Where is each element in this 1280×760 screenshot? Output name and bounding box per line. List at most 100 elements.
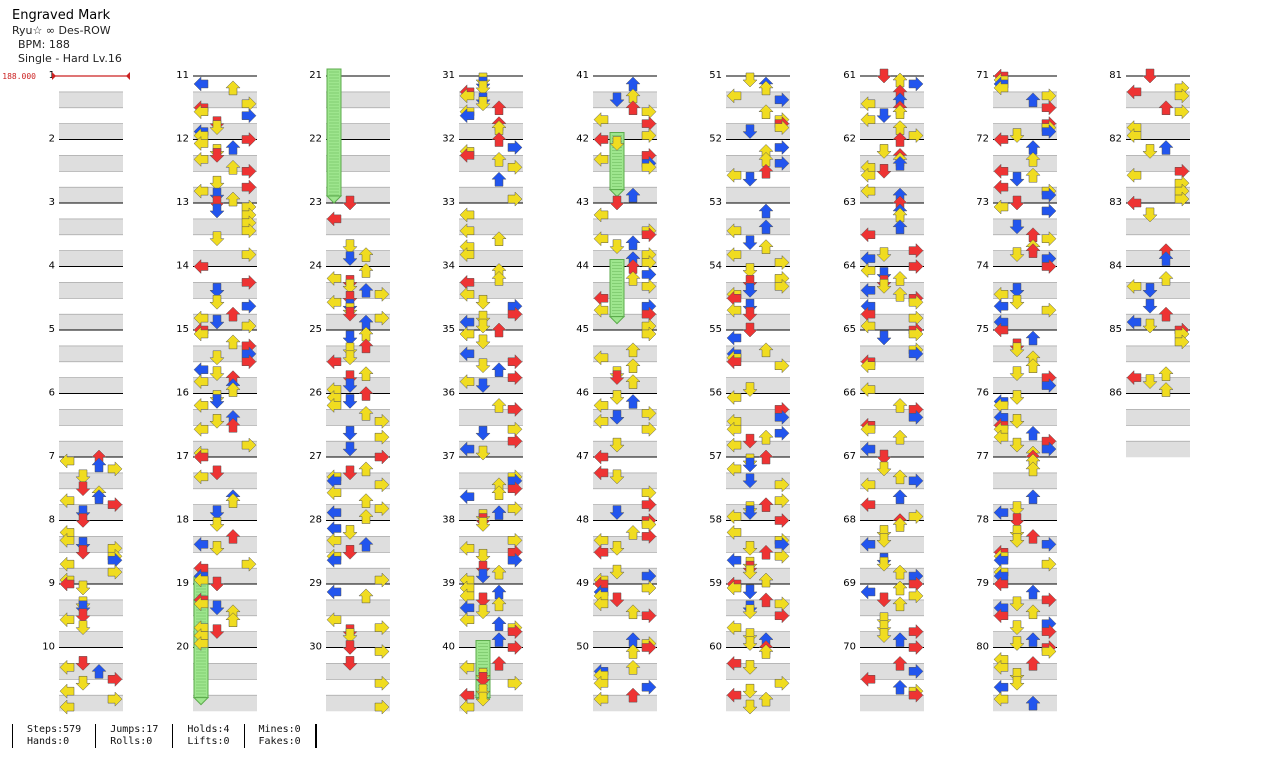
arrow-left-icon (860, 441, 876, 457)
arrow-right-icon (908, 687, 924, 703)
beat-band (193, 631, 257, 648)
arrow-up-icon (491, 271, 507, 286)
beat-band (993, 282, 1057, 299)
arrow-up-icon (625, 271, 641, 286)
arrow-left-icon (726, 655, 742, 671)
arrow-down-icon (342, 656, 358, 671)
arrow-left-icon (726, 620, 742, 636)
arrow-up-icon (758, 80, 774, 96)
beat-band (326, 219, 390, 235)
measure-32: 32 (442, 134, 523, 204)
arrow-down-icon (609, 195, 625, 211)
arrow-up-icon (1025, 151, 1041, 167)
measure-number: 21 (309, 70, 322, 81)
arrow-right-icon (1041, 231, 1057, 247)
arrow-left-icon (593, 302, 609, 318)
stats-group-mines: Mines:0 Fakes:0 (243, 724, 315, 748)
arrow-up-icon (358, 247, 374, 262)
measure-66: 66 (843, 388, 924, 458)
beat-band (326, 631, 390, 648)
arrow-down-icon (742, 564, 758, 580)
arrow-right-icon (1041, 624, 1057, 640)
beat-band (593, 250, 657, 267)
arrow-left-icon (459, 699, 475, 715)
beat-band (193, 346, 257, 362)
beat-band (993, 473, 1057, 489)
arrow-left-icon (860, 183, 876, 199)
beat-band (193, 92, 257, 108)
arrow-left-icon (726, 223, 742, 239)
arrow-down-icon (342, 628, 358, 643)
beat-band (726, 377, 790, 394)
measure-43: 43 (576, 197, 657, 267)
hold-tail (608, 189, 626, 198)
measure-85: 85 (1109, 324, 1190, 394)
arrow-up-icon (225, 529, 241, 544)
beat-band (193, 187, 257, 204)
measure-number: 55 (709, 324, 722, 335)
measure-1: 1 (49, 70, 123, 140)
arrow-right-icon (507, 401, 523, 417)
song-header: Engraved Mark Ryu☆ ∞ Des-ROW BPM: 188 Si… (12, 8, 122, 66)
arrow-up-icon (1158, 382, 1174, 397)
beat-band (860, 568, 924, 585)
arrow-up-icon (892, 286, 908, 302)
arrow-down-icon (342, 378, 358, 393)
arrow-right-icon (908, 326, 924, 342)
beat-band (726, 187, 790, 204)
arrow-left-icon (59, 576, 75, 592)
arrow-right-icon (774, 155, 790, 171)
beat-band (993, 314, 1057, 331)
measure-number: 45 (576, 324, 589, 335)
measure-36: 36 (442, 388, 523, 458)
arrow-right-icon (507, 639, 523, 656)
arrow-up-icon (1025, 243, 1041, 258)
beat-band (459, 123, 523, 140)
arrow-left-icon (193, 536, 209, 552)
arrow-right-icon (1041, 203, 1057, 219)
measure-20: 20 (176, 642, 257, 712)
arrow-right-icon (1174, 334, 1190, 350)
arrow-left-icon (1126, 370, 1142, 386)
measure-number: 80 (976, 642, 989, 653)
arrow-right-icon (774, 254, 790, 271)
arrow-right-icon (1041, 441, 1057, 457)
arrow-right-icon (641, 679, 657, 695)
beat-band (326, 663, 390, 680)
measure-number: 23 (309, 197, 322, 208)
arrow-right-icon (507, 191, 523, 207)
arrow-down-icon (609, 437, 625, 453)
arrow-up-icon (491, 398, 507, 413)
arrow-down-icon (609, 505, 625, 520)
beat-band (193, 504, 257, 521)
arrow-left-icon (59, 453, 75, 469)
beat-band (593, 409, 657, 426)
arrow-up-icon (758, 239, 774, 254)
arrow-down-icon (475, 294, 491, 310)
arrow-left-icon (59, 493, 75, 509)
beat-band (459, 377, 523, 394)
measure-number: 65 (843, 324, 856, 335)
arrow-right-icon (507, 481, 523, 497)
beat-band (593, 473, 657, 489)
beat-band (860, 695, 924, 712)
arrow-down-icon (1009, 533, 1025, 548)
measure-number: 52 (709, 134, 722, 145)
measure-number: 72 (976, 134, 989, 145)
arrow-up-icon (625, 394, 641, 409)
beat-band (993, 631, 1057, 648)
arrow-up-icon (758, 219, 774, 235)
beat-band (326, 600, 390, 616)
arrow-up-icon (892, 469, 908, 485)
arrow-up-icon (1025, 461, 1041, 477)
hold-4 (608, 259, 626, 325)
arrow-up-icon (358, 282, 374, 298)
arrow-right-icon (908, 409, 924, 425)
measure-61: 61 (843, 70, 924, 140)
beat-band (459, 346, 523, 362)
arrow-down-icon (342, 330, 358, 346)
measure-number: 50 (576, 642, 589, 653)
measure-number: 31 (442, 70, 455, 81)
stat-steps: Steps:579 (27, 724, 82, 735)
beat-band (593, 155, 657, 172)
